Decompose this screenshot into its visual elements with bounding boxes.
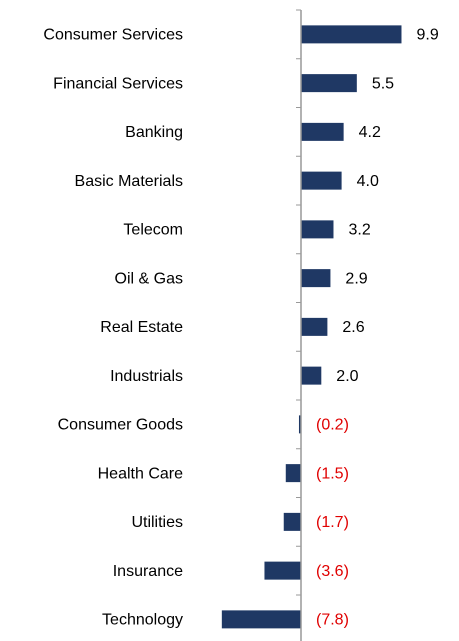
category-label: Real Estate xyxy=(100,319,183,336)
bar xyxy=(264,561,301,580)
bar xyxy=(301,74,357,93)
value-label: (1.5) xyxy=(316,465,349,482)
category-label: Oil & Gas xyxy=(115,270,183,287)
bar xyxy=(301,317,328,336)
category-label: Health Care xyxy=(98,465,183,482)
value-label: (7.8) xyxy=(316,612,349,629)
bar xyxy=(301,269,331,288)
value-label: 4.2 xyxy=(359,124,381,141)
value-label: 2.9 xyxy=(345,270,367,287)
category-label: Consumer Services xyxy=(43,27,183,44)
value-label: 3.2 xyxy=(348,222,370,239)
category-label: Industrials xyxy=(110,368,183,385)
value-label: (1.7) xyxy=(316,514,349,531)
bar xyxy=(298,415,301,434)
bar xyxy=(301,25,402,44)
bar xyxy=(301,220,334,239)
category-label: Technology xyxy=(102,612,183,629)
category-label: Consumer Goods xyxy=(58,417,183,434)
value-label: 2.6 xyxy=(342,319,364,336)
bar xyxy=(301,366,322,385)
value-label: 2.0 xyxy=(336,368,358,385)
bar xyxy=(301,122,344,141)
value-label: (0.2) xyxy=(316,417,349,434)
category-label: Banking xyxy=(125,124,183,141)
bar xyxy=(285,464,301,483)
bar xyxy=(221,610,301,629)
category-label: Basic Materials xyxy=(75,173,183,190)
value-label: 9.9 xyxy=(416,27,438,44)
category-label: Financial Services xyxy=(53,75,183,92)
category-label: Insurance xyxy=(113,563,183,580)
category-label: Utilities xyxy=(131,514,183,531)
value-label: 4.0 xyxy=(357,173,379,190)
bar xyxy=(283,512,301,531)
value-label: (3.6) xyxy=(316,563,349,580)
value-label: 5.5 xyxy=(372,75,394,92)
category-label: Telecom xyxy=(123,222,183,239)
bar xyxy=(301,171,342,190)
